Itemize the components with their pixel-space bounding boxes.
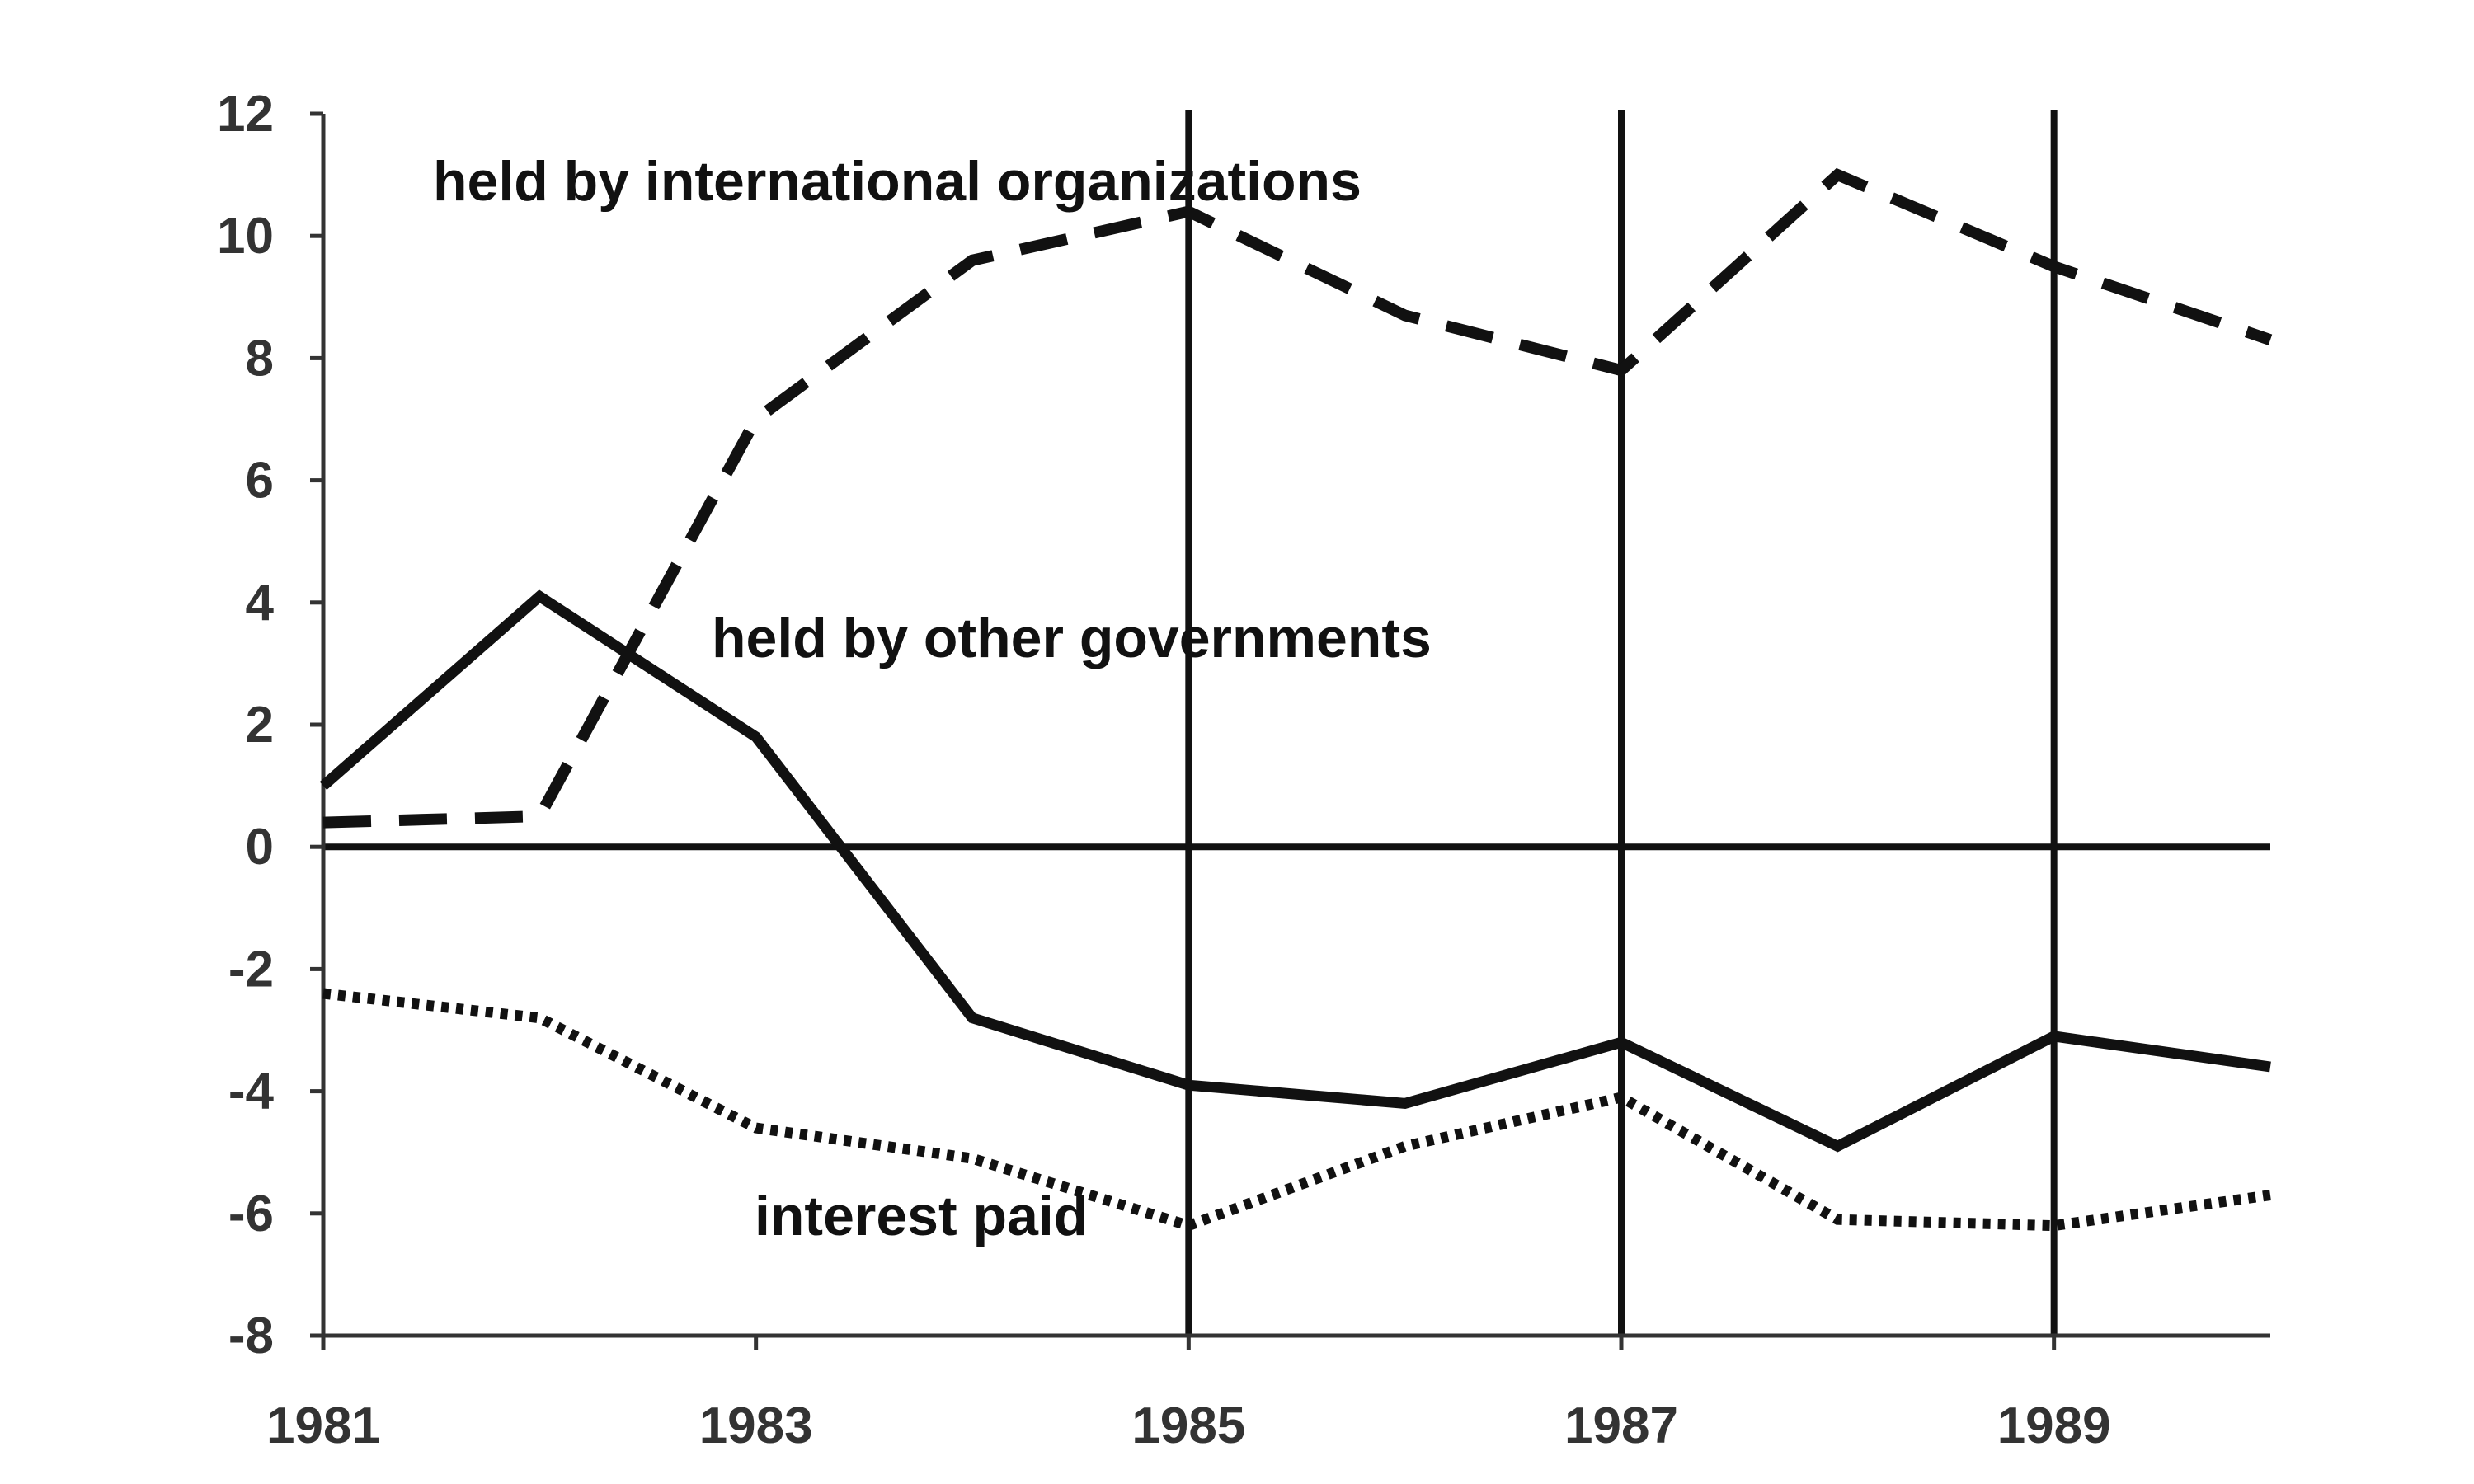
y-tick-label: -4 (228, 1064, 275, 1120)
x-tick-label: 1983 (699, 1397, 813, 1454)
y-tick-label: -8 (228, 1308, 274, 1364)
y-tick-label: 0 (246, 819, 274, 876)
annotation-international-organizations: held by international organizations (433, 150, 1362, 213)
x-tick-label: 1989 (1997, 1397, 2111, 1454)
y-tick-label: 2 (246, 697, 274, 754)
axes: -8 -6 -4 -2 0 2 4 6 8 10 12 1981 1983 1985 1987 1989 (217, 86, 2270, 1454)
y-tick-label: -6 (228, 1186, 274, 1242)
y-tick-label: 4 (246, 575, 275, 632)
y-tick-label: -2 (228, 941, 274, 998)
series-lines (319, 167, 2273, 1232)
y-tick-label: 8 (246, 330, 274, 387)
series-international-organizations (322, 167, 2273, 829)
x-tick-label: 1987 (1564, 1397, 1678, 1454)
series-interest-paid (322, 988, 2271, 1232)
annotation-interest-paid: interest paid (755, 1185, 1088, 1247)
y-tick-label: 6 (246, 453, 274, 510)
x-tick-label: 1985 (1131, 1397, 1245, 1454)
reference-lines (323, 110, 2270, 1336)
series-annotations: held by international organizations held… (433, 150, 1432, 1247)
x-tick-label: 1981 (266, 1397, 380, 1454)
series-other-governments (319, 589, 2271, 1153)
y-tick-label: 10 (217, 208, 274, 265)
y-tick-label: 12 (217, 86, 274, 143)
annotation-other-governments: held by other governments (712, 607, 1432, 669)
